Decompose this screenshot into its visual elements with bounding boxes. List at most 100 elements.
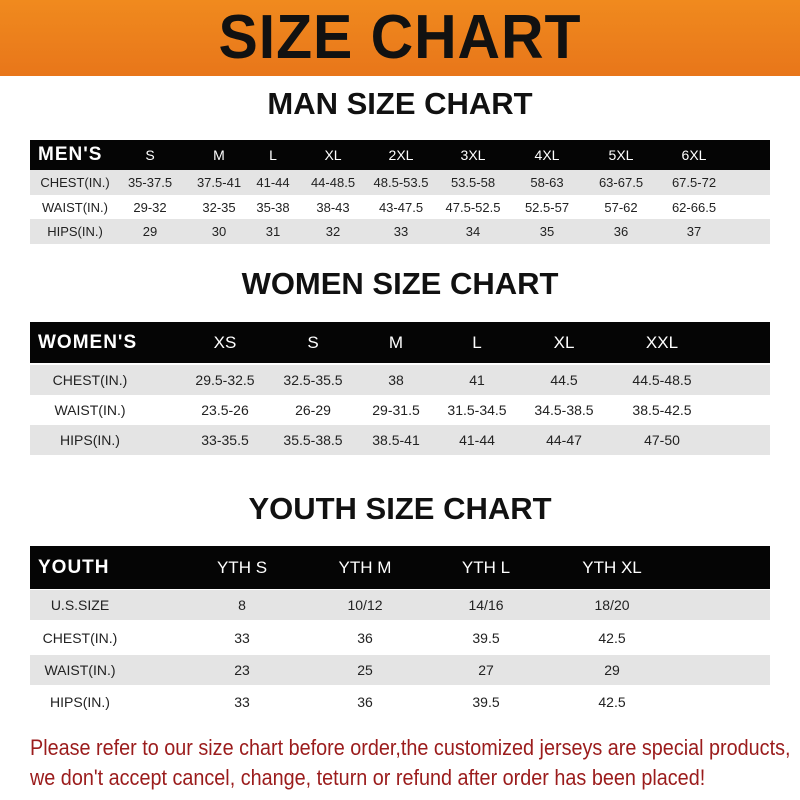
- size-header-cell: 5XL: [608, 147, 634, 163]
- size-header-cell: L: [472, 332, 482, 352]
- measurement-cell: 32.5-35.5: [283, 372, 343, 388]
- measurement-cell: 31: [265, 224, 281, 239]
- table-row: HIPS(IN.) 33 36 39.5 42.5: [30, 685, 770, 718]
- measurement-cell: 29.5-32.5: [195, 372, 255, 388]
- measurement-cell: 26-29: [295, 402, 331, 418]
- measurement-cell: 36: [613, 224, 629, 239]
- measurement-cell: 42.5: [598, 629, 626, 646]
- size-header-cell: YTH S: [216, 557, 268, 577]
- size-header-cell: YTH L: [461, 557, 511, 577]
- measurement-cell: 58-63: [530, 175, 564, 190]
- row-label: WAIST(IN.): [44, 662, 116, 678]
- measurement-cell: 67.5-72: [671, 175, 717, 190]
- measurement-cell: 25: [357, 662, 373, 678]
- table-row: WAIST(IN.) 29-32 32-35 35-38 38-43 43-47.5 47.…: [30, 195, 770, 219]
- measurement-cell: 29-31.5: [372, 402, 420, 418]
- size-header-cell: YTH M: [338, 557, 392, 577]
- row-label: U.S.SIZE: [50, 597, 110, 613]
- measurement-cell: 38.5-42.5: [632, 402, 692, 418]
- table-row: WAIST(IN.) 23.5-26 26-29 29-31.5 31.5-34.5 34…: [30, 395, 770, 425]
- measurement-cell: 44-47: [546, 432, 582, 448]
- size-header-cell: L: [269, 147, 277, 163]
- women-section-title: WOMEN SIZE CHART: [241, 266, 559, 301]
- measurement-cell: 36: [357, 629, 373, 646]
- row-label: HIPS(IN.): [50, 693, 110, 710]
- measurement-cell: 33-35.5: [201, 432, 249, 448]
- measurement-cell: 23: [234, 662, 250, 678]
- measurement-cell: 35: [539, 224, 555, 239]
- size-header-cell: S: [307, 332, 319, 352]
- row-label: HIPS(IN.): [60, 432, 120, 448]
- measurement-cell: 29: [604, 662, 620, 678]
- measurement-cell: 48.5-53.5: [373, 175, 429, 190]
- table-title-cell: YOUTH: [38, 556, 110, 578]
- measurement-cell: 36: [357, 693, 373, 710]
- measurement-cell: 43-47.5: [378, 199, 424, 215]
- row-label: WAIST(IN.): [42, 199, 108, 215]
- measurement-cell: 32-35: [202, 199, 236, 215]
- measurement-cell: 39.5: [472, 629, 500, 646]
- size-header-cell: XXL: [645, 332, 679, 352]
- row-label: CHEST(IN.): [40, 175, 110, 190]
- measurement-cell: 41: [469, 372, 485, 388]
- table-row: HIPS(IN.) 33-35.5 35.5-38.5 38.5-41 41-44 44-…: [30, 425, 770, 455]
- measurement-cell: 8: [238, 597, 246, 613]
- order-notice-line-2: we don't accept cancel, change, teturn o…: [30, 765, 706, 790]
- measurement-cell: 57-62: [604, 199, 638, 215]
- order-notice-line-1: Please refer to our size chart before or…: [30, 735, 791, 760]
- measurement-cell: 38.5-41: [372, 432, 420, 448]
- size-header-cell: 3XL: [460, 147, 486, 163]
- measurement-cell: 29-32: [133, 199, 167, 215]
- measurement-cell: 23.5-26: [201, 402, 249, 418]
- measurement-cell: 31.5-34.5: [447, 402, 507, 418]
- youth-section-title: YOUTH SIZE CHART: [248, 491, 552, 526]
- measurement-cell: 14/16: [468, 597, 504, 613]
- size-header-cell: M: [388, 332, 404, 352]
- table-row: CHEST(IN.) 33 36 39.5 42.5: [30, 620, 770, 655]
- row-label: HIPS(IN.): [47, 224, 103, 239]
- size-header-cell: 2XL: [388, 147, 414, 163]
- measurement-cell: 52.5-57: [524, 199, 570, 215]
- size-header-cell: M: [213, 147, 225, 163]
- size-header-cell: XL: [553, 332, 575, 352]
- measurement-cell: 33: [234, 629, 250, 646]
- men-section-title: MAN SIZE CHART: [267, 86, 533, 121]
- measurement-cell: 38: [388, 372, 404, 388]
- size-header-cell: S: [145, 147, 155, 163]
- size-header-cell: 4XL: [534, 147, 560, 163]
- row-label: CHEST(IN.): [52, 372, 128, 388]
- measurement-cell: 29: [142, 224, 158, 239]
- measurement-cell: 39.5: [472, 693, 500, 710]
- measurement-cell: 41-44: [459, 432, 495, 448]
- measurement-cell: 37.5-41: [196, 175, 242, 190]
- size-header-cell: XS: [213, 332, 237, 352]
- row-label: WAIST(IN.): [54, 402, 126, 418]
- table-row: U.S.SIZE 8 10/12 14/16 18/20: [30, 590, 770, 620]
- measurement-cell: 44.5-48.5: [632, 372, 692, 388]
- measurement-cell: 35-38: [256, 199, 290, 215]
- measurement-cell: 32: [325, 224, 341, 239]
- banner-title: SIZE CHART: [218, 3, 582, 72]
- measurement-cell: 62-66.5: [671, 199, 717, 215]
- measurement-cell: 63-67.5: [598, 175, 644, 190]
- title-banner: SIZE CHART: [0, 0, 800, 76]
- measurement-cell: 47-50: [644, 432, 680, 448]
- measurement-cell: 53.5-58: [450, 175, 496, 190]
- measurement-cell: 33: [393, 224, 409, 239]
- measurement-cell: 33: [234, 693, 250, 710]
- order-notice: Please refer to our size chart before or…: [30, 733, 791, 793]
- table-row: CHEST(IN.) 35-37.5 37.5-41 41-44 44-48.5 48.5…: [30, 170, 770, 195]
- measurement-cell: 37: [686, 224, 702, 239]
- measurement-cell: 27: [478, 662, 494, 678]
- table-row: WAIST(IN.) 23 25 27 29: [30, 655, 770, 685]
- table-title-cell: WOMEN'S: [38, 331, 138, 353]
- measurement-cell: 30: [211, 224, 227, 239]
- measurement-cell: 47.5-52.5: [445, 199, 501, 215]
- measurement-cell: 34: [465, 224, 481, 239]
- size-header-cell: 6XL: [681, 147, 707, 163]
- table-row: HIPS(IN.) 29 30 31 32 33 34 35 36 37: [30, 219, 770, 244]
- size-header-cell: YTH XL: [582, 557, 642, 577]
- measurement-cell: 35.5-38.5: [283, 432, 343, 448]
- measurement-cell: 42.5: [598, 693, 626, 710]
- measurement-cell: 18/20: [594, 597, 630, 613]
